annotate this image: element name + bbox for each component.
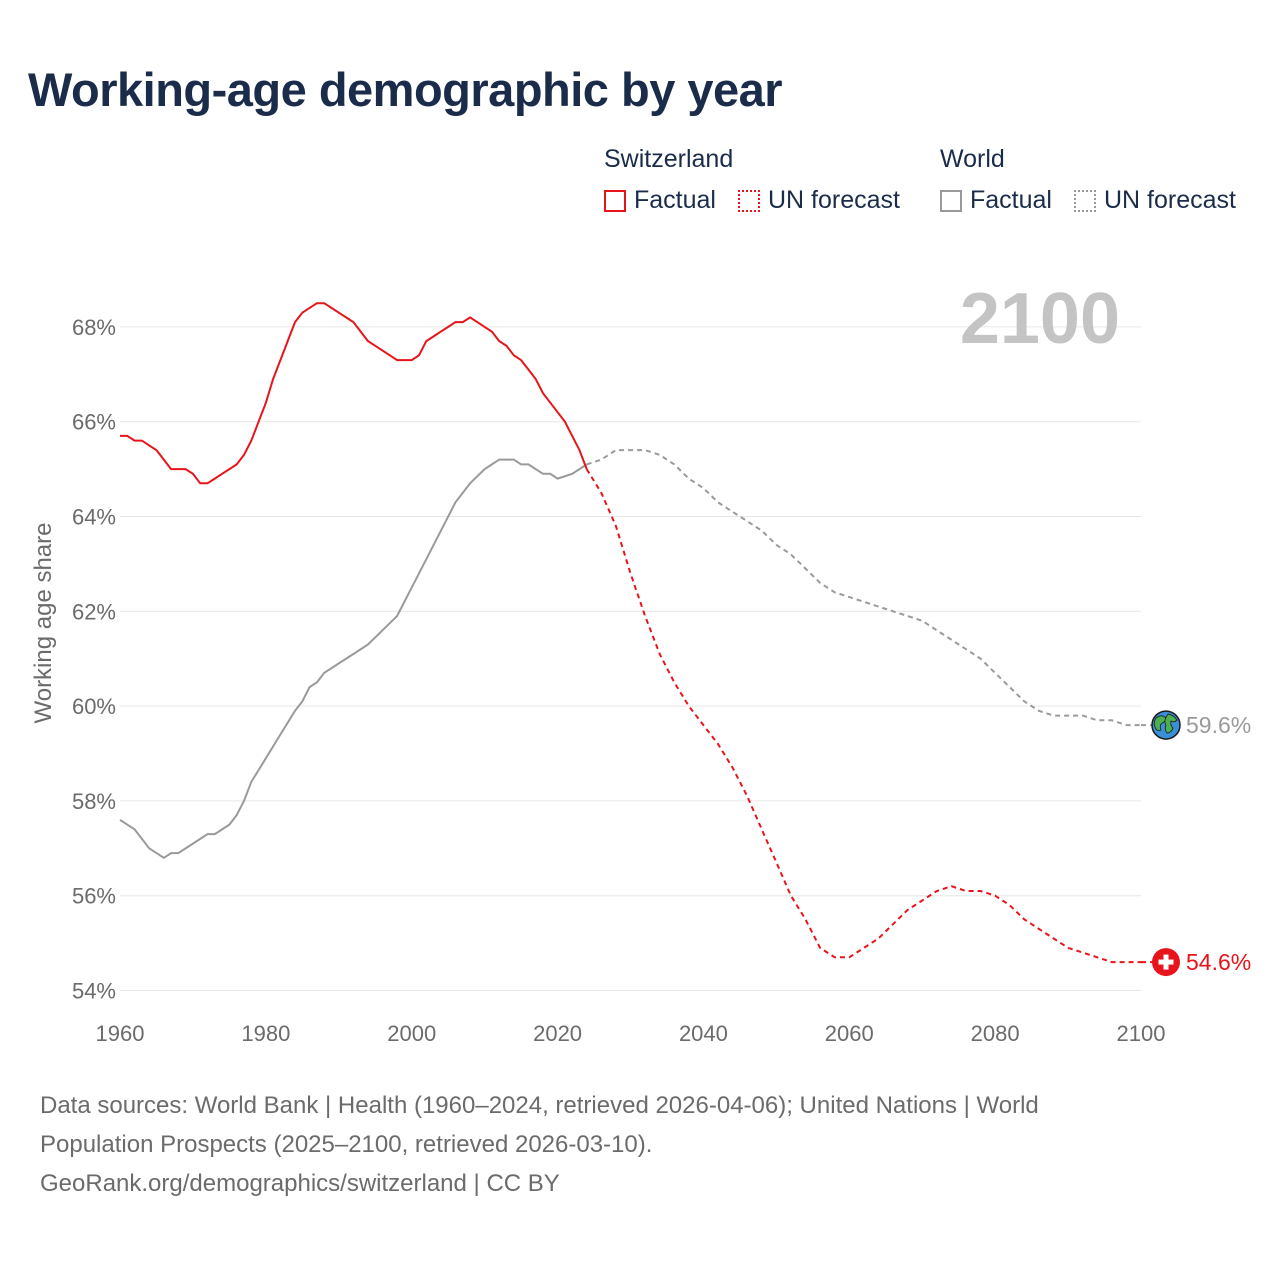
data-source-footer: Data sources: World Bank | Health (1960–… <box>40 1086 1240 1203</box>
end-markers: 54.6% 59.6% <box>1141 710 1251 977</box>
switzerland-forecast-line <box>585 468 1141 964</box>
x-tick-label: 2040 <box>679 1021 728 1046</box>
legend-dotted-swatch-icon <box>738 189 760 212</box>
legend-label: UN forecast <box>1104 186 1236 214</box>
legend-switzerland-forecast[interactable]: UN forecast <box>738 186 900 215</box>
x-tick-label: 2100 <box>1117 1021 1166 1046</box>
y-tick-label: 66% <box>72 410 116 435</box>
switzerland-factual-line <box>120 302 588 485</box>
world-factual-line <box>119 458 588 859</box>
legend-label: Factual <box>970 186 1052 214</box>
x-tick-label: 2020 <box>533 1021 582 1046</box>
legend-label: Factual <box>634 186 716 214</box>
x-axis-ticks: 1960 1980 2000 2020 2040 2060 2080 2100 <box>96 1021 1166 1046</box>
footer-link[interactable]: GeoRank.org/demographics/switzerland | C… <box>40 1170 560 1197</box>
gridlines <box>120 326 1141 992</box>
world-forecast-line <box>586 449 1141 727</box>
footer-line: Population Prospects (2025–2100, retriev… <box>40 1131 653 1158</box>
year-label: 2100 <box>960 279 1120 359</box>
end-value-label: 54.6% <box>1186 949 1251 975</box>
chart-title: Working-age demographic by year <box>28 63 783 116</box>
legend-solid-swatch-icon <box>604 189 626 212</box>
y-tick-label: 68% <box>72 315 116 340</box>
end-value-label: 59.6% <box>1186 712 1251 738</box>
legend-switzerland-title: Switzerland <box>604 145 734 173</box>
line-chart: 2100 54% 56% 58% 60% 62% 64% 66% 68% 1960 1980 20… <box>30 279 1251 1046</box>
y-tick-label: 62% <box>72 599 116 624</box>
y-axis-ticks: 54% 56% 58% 60% 62% 64% 66% 68% <box>72 315 116 1004</box>
legend-dotted-swatch-icon <box>1074 189 1096 212</box>
legend-world-factual[interactable]: Factual <box>940 186 1052 215</box>
x-tick-label: 2080 <box>971 1021 1020 1046</box>
switzerland-flag-icon <box>1152 948 1180 977</box>
footer-line: Data sources: World Bank | Health (1960–… <box>40 1092 1039 1119</box>
y-tick-label: 54% <box>72 979 116 1004</box>
legend-label: UN forecast <box>768 186 900 214</box>
y-tick-label: 56% <box>72 884 116 909</box>
y-tick-label: 64% <box>72 504 116 529</box>
x-tick-label: 2000 <box>387 1021 436 1046</box>
y-axis-label: Working age share <box>30 523 57 724</box>
y-tick-label: 58% <box>72 789 116 814</box>
legend-world-title: World <box>940 145 1005 173</box>
legend-switzerland-factual[interactable]: Factual <box>604 186 716 215</box>
globe-icon <box>1151 710 1181 740</box>
x-tick-label: 1960 <box>96 1021 145 1046</box>
legend-solid-swatch-icon <box>940 189 962 212</box>
y-tick-label: 60% <box>72 694 116 719</box>
legend-world-forecast[interactable]: UN forecast <box>1074 186 1236 215</box>
x-tick-label: 1980 <box>241 1021 290 1046</box>
x-tick-label: 2060 <box>825 1021 874 1046</box>
series-lines <box>119 302 1141 964</box>
